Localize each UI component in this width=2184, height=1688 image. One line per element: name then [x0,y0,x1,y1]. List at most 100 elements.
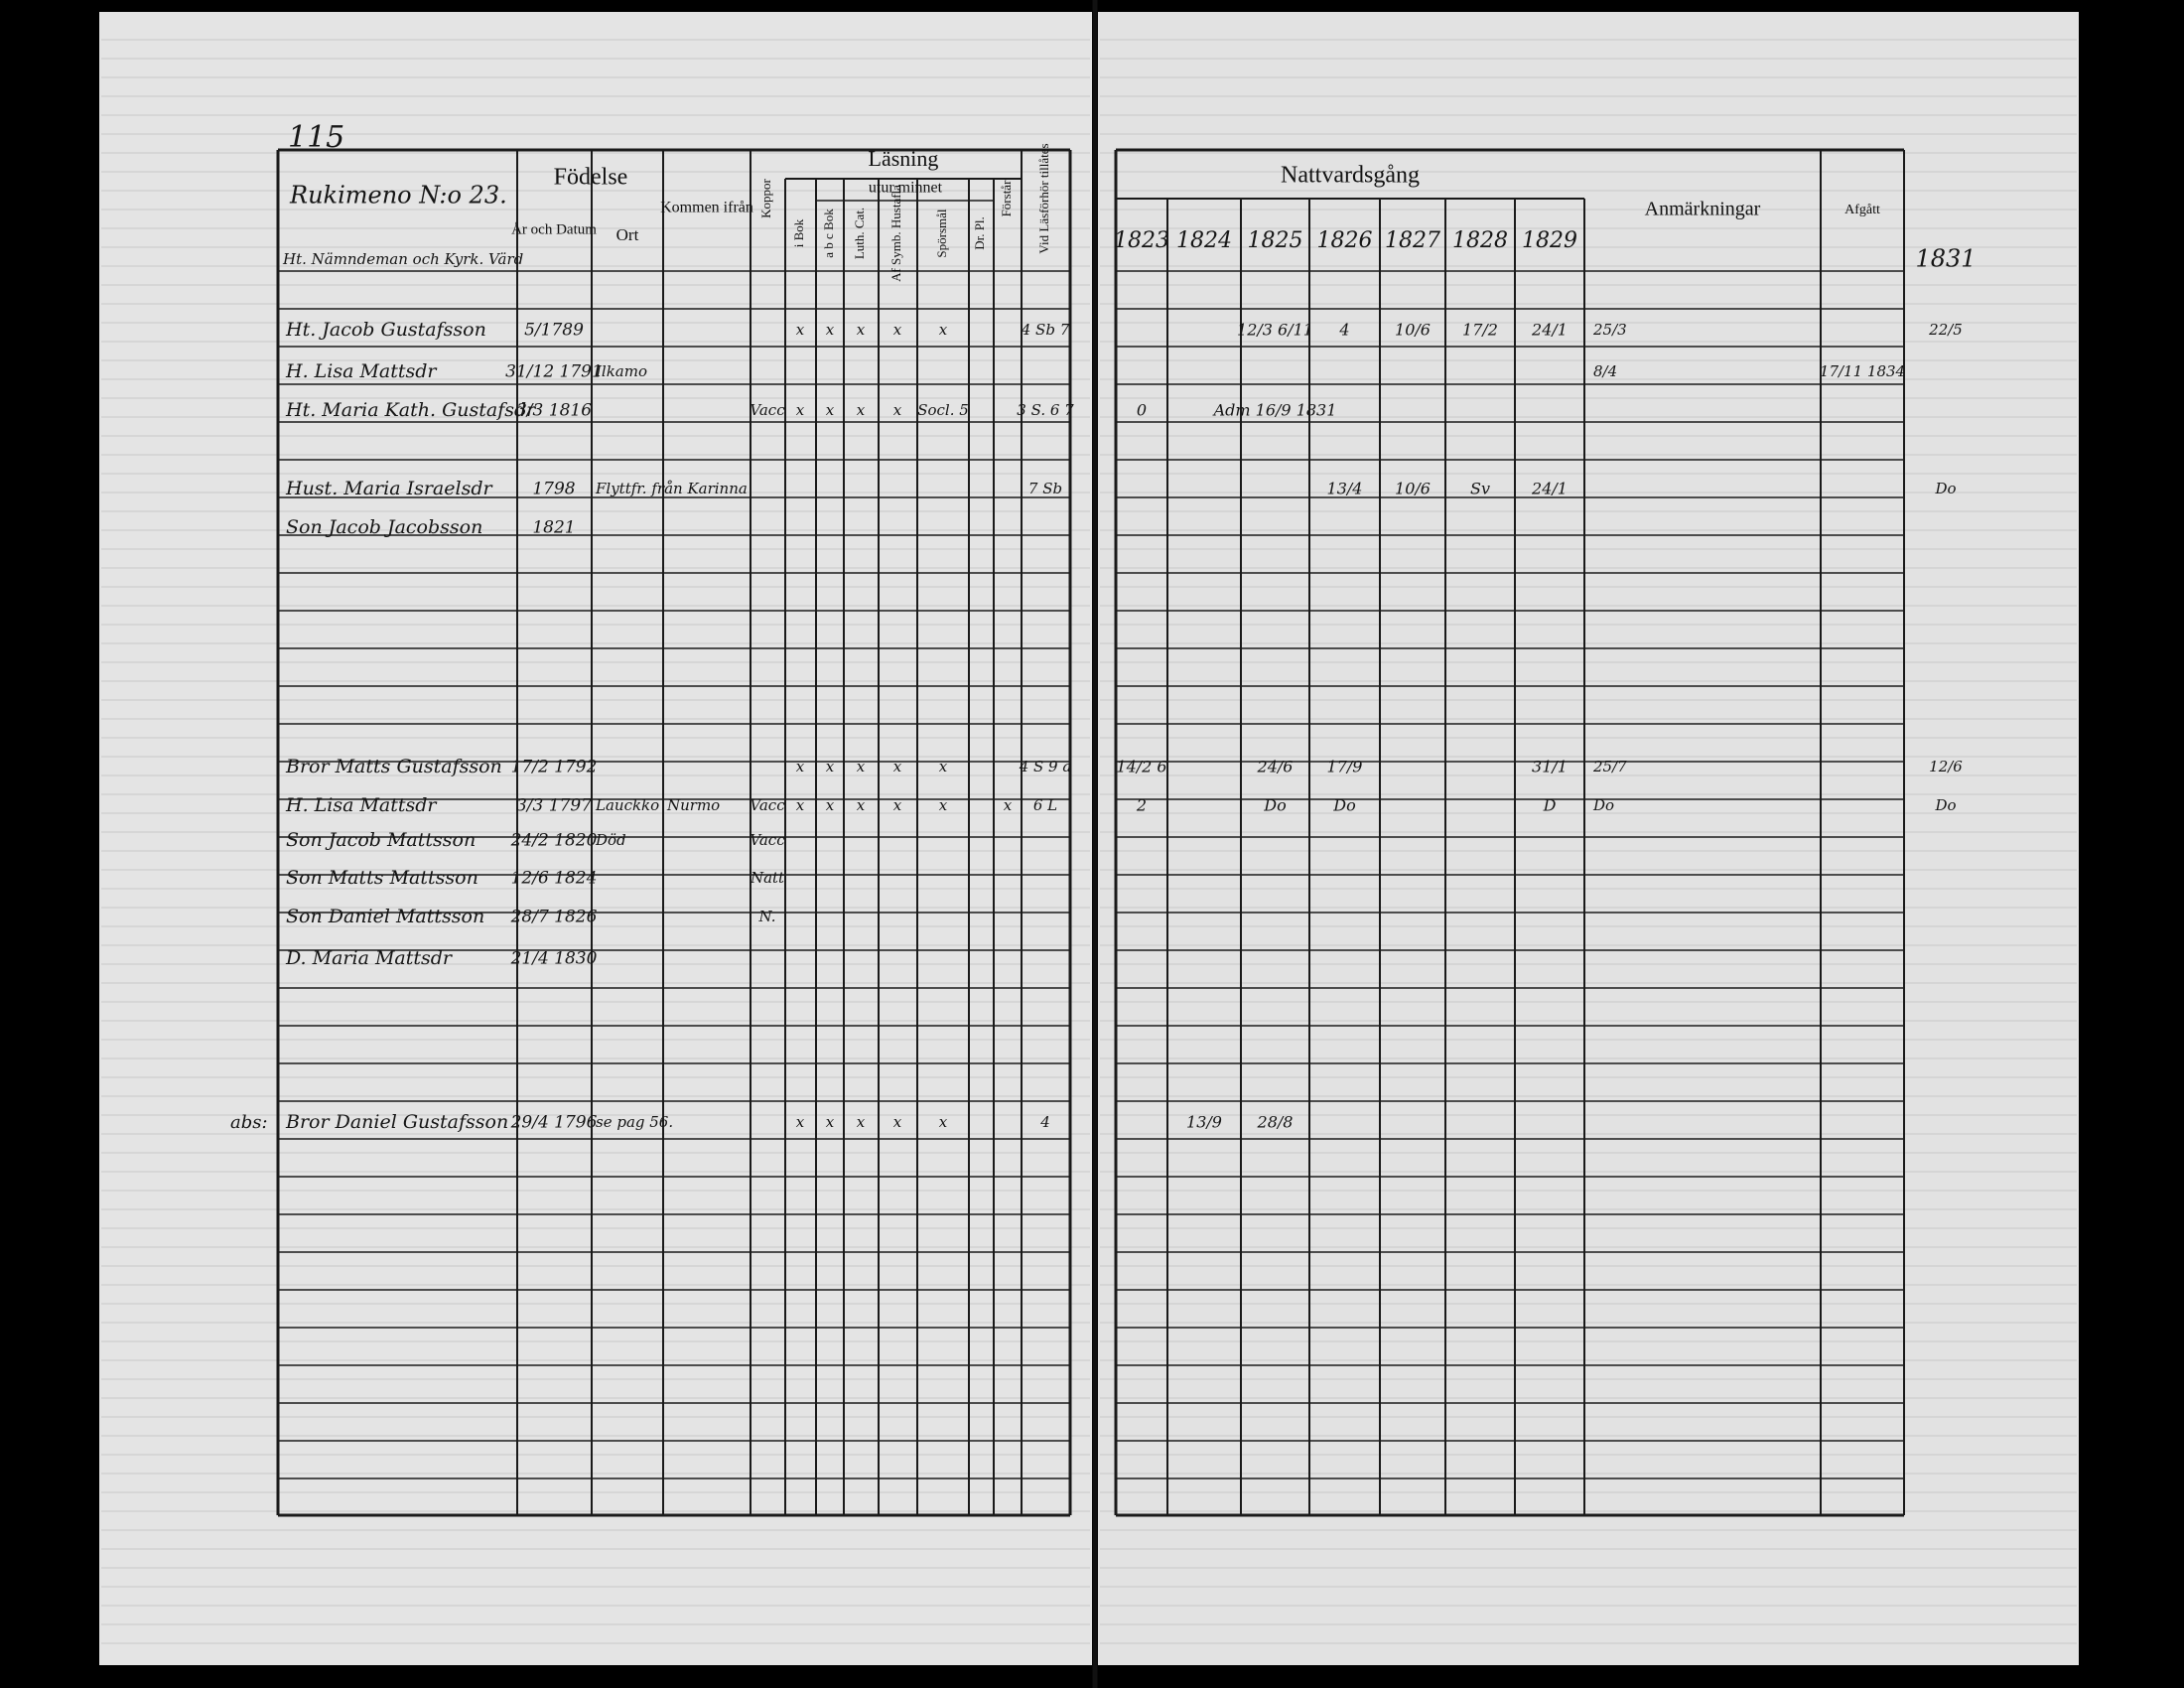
table-grid [276,148,1905,1517]
person-name: D. Maria Mattsdr [285,947,454,969]
person-name: H. Lisa Mattsdr [285,360,438,382]
column-header: Förstår [999,180,1014,217]
communion-entry: 24/1 [1531,480,1568,498]
entry-pox: Vacc [750,831,785,849]
communion-entry: 31/1 [1532,758,1568,776]
entry-birth: 1821 [532,518,575,538]
household-subtitle: Ht. Nämndeman och Kyrk. Värd [282,250,523,268]
person-name: Son Matts Mattsson [286,867,478,889]
communion-entry: Do [1332,796,1355,815]
communion-entry: 12/3 6/11 [1237,321,1313,340]
entry-birth: 1798 [532,480,575,499]
entry-abc: x [826,321,835,339]
person-name: Hust. Maria Israelsdr [285,478,493,499]
entry-birth: 3/3 1797 [516,796,592,816]
person-name: Ht. Jacob Gustafsson [285,319,486,341]
entry-place: Ilkamo [595,362,647,380]
margin-year: 1831 [1915,245,1976,273]
entry-questions: x [939,321,948,339]
communion-entry: 13/4 [1327,480,1363,498]
entry-questions: x [939,796,948,814]
column-header: Dr. Pl. [972,216,987,250]
entry-abc: x [826,758,835,775]
entry-birth: 17/2 1792 [511,758,598,777]
entry-hustafla: x [893,401,902,419]
vertical-headers: Koppor i Bok a b c Bok Luth. Cat. Af Symb. H… [758,143,1051,282]
entry-birth: 12/6 1824 [511,869,598,889]
person-name: Son Jacob Mattsson [286,829,476,851]
column-header: i Bok [791,218,806,247]
entry-pox: Vacc [750,796,785,814]
entry-abc: x [826,401,835,419]
person-name: Son Jacob Jacobsson [286,516,482,538]
entry-origin: Nurmo [666,796,720,814]
entry-departed: 17/11 1834 [1820,362,1905,380]
year-header: 1823 [1114,228,1169,253]
communion-entry: 13/9 [1186,1113,1222,1132]
entry-understands: x [1004,796,1013,814]
left-page [99,12,1092,1665]
entry-hustafla: x [893,1113,902,1131]
header: Nattvardsgång [1281,163,1420,189]
entry-margin: Do [1934,796,1956,814]
page-ruling [101,39,2077,1644]
year-header: 1827 [1385,228,1440,253]
header: utur minnet [869,180,943,197]
communion-entry: 24/6 [1257,758,1294,776]
person-name: Bror Daniel Gustafsson [285,1111,508,1133]
entry-margin: 12/6 [1929,758,1963,775]
entry-notes: 25/3 [1592,321,1627,339]
header: Kommen ifrån [660,200,753,216]
entry-in-book: x [796,321,805,339]
entry-catechism: x [857,1113,866,1131]
communion-entry: 14/2 6 [1116,758,1166,776]
entry-in-book: x [796,758,805,775]
entry-notes: Do [1592,796,1614,814]
communion-entry: 0 [1137,401,1147,420]
header: Anmärkningar [1645,199,1761,220]
entry-in-book: x [796,796,805,814]
entry-allowed: 7 Sb [1028,480,1062,497]
entry-catechism: x [857,758,866,775]
entry-questions: x [939,1113,948,1131]
communion-entry: 10/6 [1395,321,1431,340]
header: Ort [616,225,639,244]
communion-entry: 24/1 [1531,321,1568,340]
entry-hustafla: x [893,758,902,775]
column-header: Spörsmål [934,209,949,258]
entry-abc: x [826,1113,835,1131]
entry-place: Lauckko [595,796,659,814]
person-name: Son Daniel Mattsson [286,906,484,927]
column-header: a b c Bok [821,209,836,258]
entry-birth: 28/7 1826 [510,908,598,927]
person-name: Ht. Maria Kath. Gustafsdr [285,399,537,421]
entry-birth: 31/12 1791 [505,362,603,382]
header: Födelse [554,165,628,191]
entry-place: Död [595,831,626,849]
household-title: Rukimeno N:o 23. [289,182,507,210]
entry-allowed: 3 S. 6 7 [1017,401,1074,419]
person-name: H. Lisa Mattsdr [285,794,438,816]
entry-margin: 22/5 [1928,321,1963,339]
communion-entry: D [1543,796,1557,815]
header: År och Datum [511,221,597,237]
column-header: Af Symb. Hustafla [888,185,903,282]
communion-entry: 28/8 [1257,1113,1294,1132]
page-number: 115 [288,120,344,155]
entry-in-book: x [796,401,805,419]
person-name: Bror Matts Gustafsson [285,756,502,777]
year-header: 1825 [1248,228,1303,253]
communion-entry: 17/9 [1327,758,1363,776]
entry-allowed: 4 S 9 a [1019,758,1072,775]
entry-hustafla: x [893,321,902,339]
entry-place: Flyttfr. från Karinna [595,480,748,497]
entry-prefix: abs: [230,1112,268,1133]
entry-allowed: 4 [1039,1113,1050,1131]
entry-allowed: 4 Sb 7 [1021,321,1070,339]
header: Afgått [1844,203,1880,217]
entry-place: se pag 56. [596,1113,673,1131]
entry-abc: x [826,796,835,814]
entry-catechism: x [857,321,866,339]
communion-entry: Do [1263,796,1286,815]
year-header: 1826 [1317,228,1373,253]
